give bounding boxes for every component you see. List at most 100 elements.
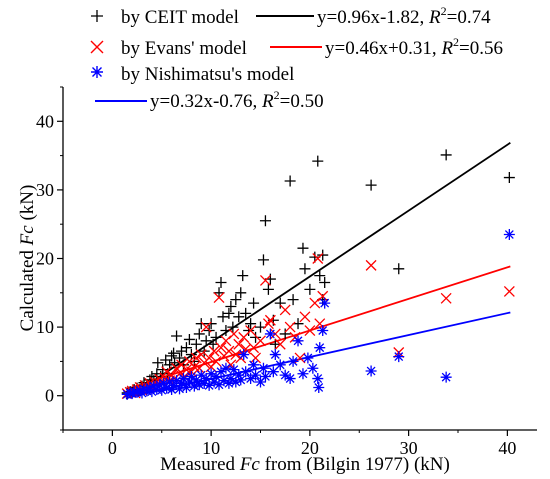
data-point-series-2 [264,328,276,340]
data-point-series-2 [146,386,158,398]
y-tick-label: 40 [36,111,54,131]
data-point-series-2 [307,362,319,374]
data-point-series-0 [304,283,316,295]
data-point-series-2 [213,379,225,391]
data-point-series-2 [205,368,217,380]
fit-line-1 [125,265,511,391]
data-point-series-2 [292,335,304,347]
data-point-series-2 [503,228,515,240]
legend: by CEIT model y=0.96x-1.82, R2=0.74 by E… [90,4,503,112]
data-point-series-2 [161,382,173,394]
x-tick-label: 10 [202,438,220,458]
data-point-series-1 [195,349,207,360]
axes: 0 10 20 30 40 0 10 20 30 40 [36,86,537,458]
data-point-series-2 [302,352,314,364]
data-point-series-2 [257,362,269,374]
data-point-series-2 [250,369,262,381]
data-point-series-2 [183,376,195,388]
data-point-series-2 [136,387,148,399]
legend-fit-label-evans: y=0.46x+0.31, R2=0.56 [325,35,503,59]
data-point-series-2 [319,297,331,309]
data-point-series-1 [262,318,274,330]
data-point-series-1 [203,352,215,364]
data-point-series-0 [262,283,274,295]
x-tick-label: 40 [498,438,516,458]
data-point-series-1 [161,366,173,378]
data-point-series-2 [171,375,183,387]
data-point-series-0 [274,297,286,309]
data-point-series-0 [195,318,207,330]
data-point-series-2 [225,373,237,385]
data-point-series-0 [250,331,262,343]
data-point-series-0 [237,270,249,282]
data-point-series-2 [240,366,252,378]
data-point-series-2 [208,376,220,388]
x-axis-label: Measured Fc from (Bilgin 1977) (kN) [160,454,450,475]
data-point-series-1 [228,328,240,340]
legend-entry-evans: by Evans' model y=0.46x+0.31, R2=0.56 [90,35,503,59]
data-point-series-1 [309,297,321,309]
data-point-series-2 [274,359,286,371]
data-point-series-2 [267,366,279,378]
data-point-series-2 [174,383,186,395]
data-point-series-2 [255,376,266,388]
data-point-series-2 [230,376,242,388]
data-point-series-1 [304,325,316,336]
data-point-series-2 [198,377,210,389]
data-point-series-0 [297,242,309,254]
data-point-series-2 [144,381,156,393]
data-point-series-2 [393,351,405,363]
data-point-series-0 [440,149,452,161]
data-point-series-0 [314,270,326,282]
data-point-series-0 [205,318,217,330]
legend-marker-ceit [91,10,103,22]
data-point-series-0 [233,311,245,323]
data-point-series-0 [168,347,180,359]
data-point-series-2 [365,365,377,377]
data-point-series-0 [185,349,197,361]
data-point-series-2 [190,374,202,386]
data-point-series-2 [168,379,180,391]
data-point-series-0 [215,277,227,289]
data-point-series-0 [190,338,202,350]
data-point-series-0 [223,307,235,319]
legend-label-ceit: by CEIT model [121,7,239,28]
data-point-series-2 [440,371,452,383]
data-point-series-0 [235,287,247,299]
data-point-series-2 [156,384,168,396]
data-point-series-2 [269,349,281,361]
data-point-series-2 [151,384,163,396]
data-point-series-2 [284,373,296,385]
data-point-series-2 [287,355,299,367]
data-point-series-2 [215,366,227,378]
data-point-series-2 [248,359,260,371]
data-point-series-0 [217,311,229,323]
data-point-series-0 [365,179,377,191]
data-point-series-2 [195,369,207,381]
data-point-series-1 [245,325,257,336]
data-point-series-2 [121,388,133,400]
data-point-series-1 [274,338,286,350]
data-point-series-1 [299,311,311,323]
legend-label-nishimatsu: by Nishimatsu's model [121,64,294,85]
data-point-series-0 [257,254,269,266]
data-point-series-2 [166,384,178,396]
data-point-series-2 [235,374,247,386]
y-axis-label: Calculated Fc (kN) [17,185,38,332]
data-point-series-2 [220,362,232,374]
data-point-series-0 [312,155,324,167]
data-point-series-2 [312,373,324,385]
data-point-series-0 [287,294,299,306]
legend-entry-ceit: by CEIT model y=0.96x-1.82, R2=0.74 [91,4,491,28]
data-point-series-2 [218,375,230,387]
data-point-series-0 [152,357,164,369]
x-tick-label: 0 [108,438,117,458]
y-tick-label: 30 [36,180,54,200]
data-point-series-2 [203,379,215,391]
legend-fit-label-nishimatsu: y=0.32x-0.76, R2=0.50 [150,88,324,112]
x-tick-label: 30 [400,438,418,458]
x-tick-label: 20 [301,438,319,458]
data-point-series-1 [215,342,227,354]
data-points [121,149,515,400]
